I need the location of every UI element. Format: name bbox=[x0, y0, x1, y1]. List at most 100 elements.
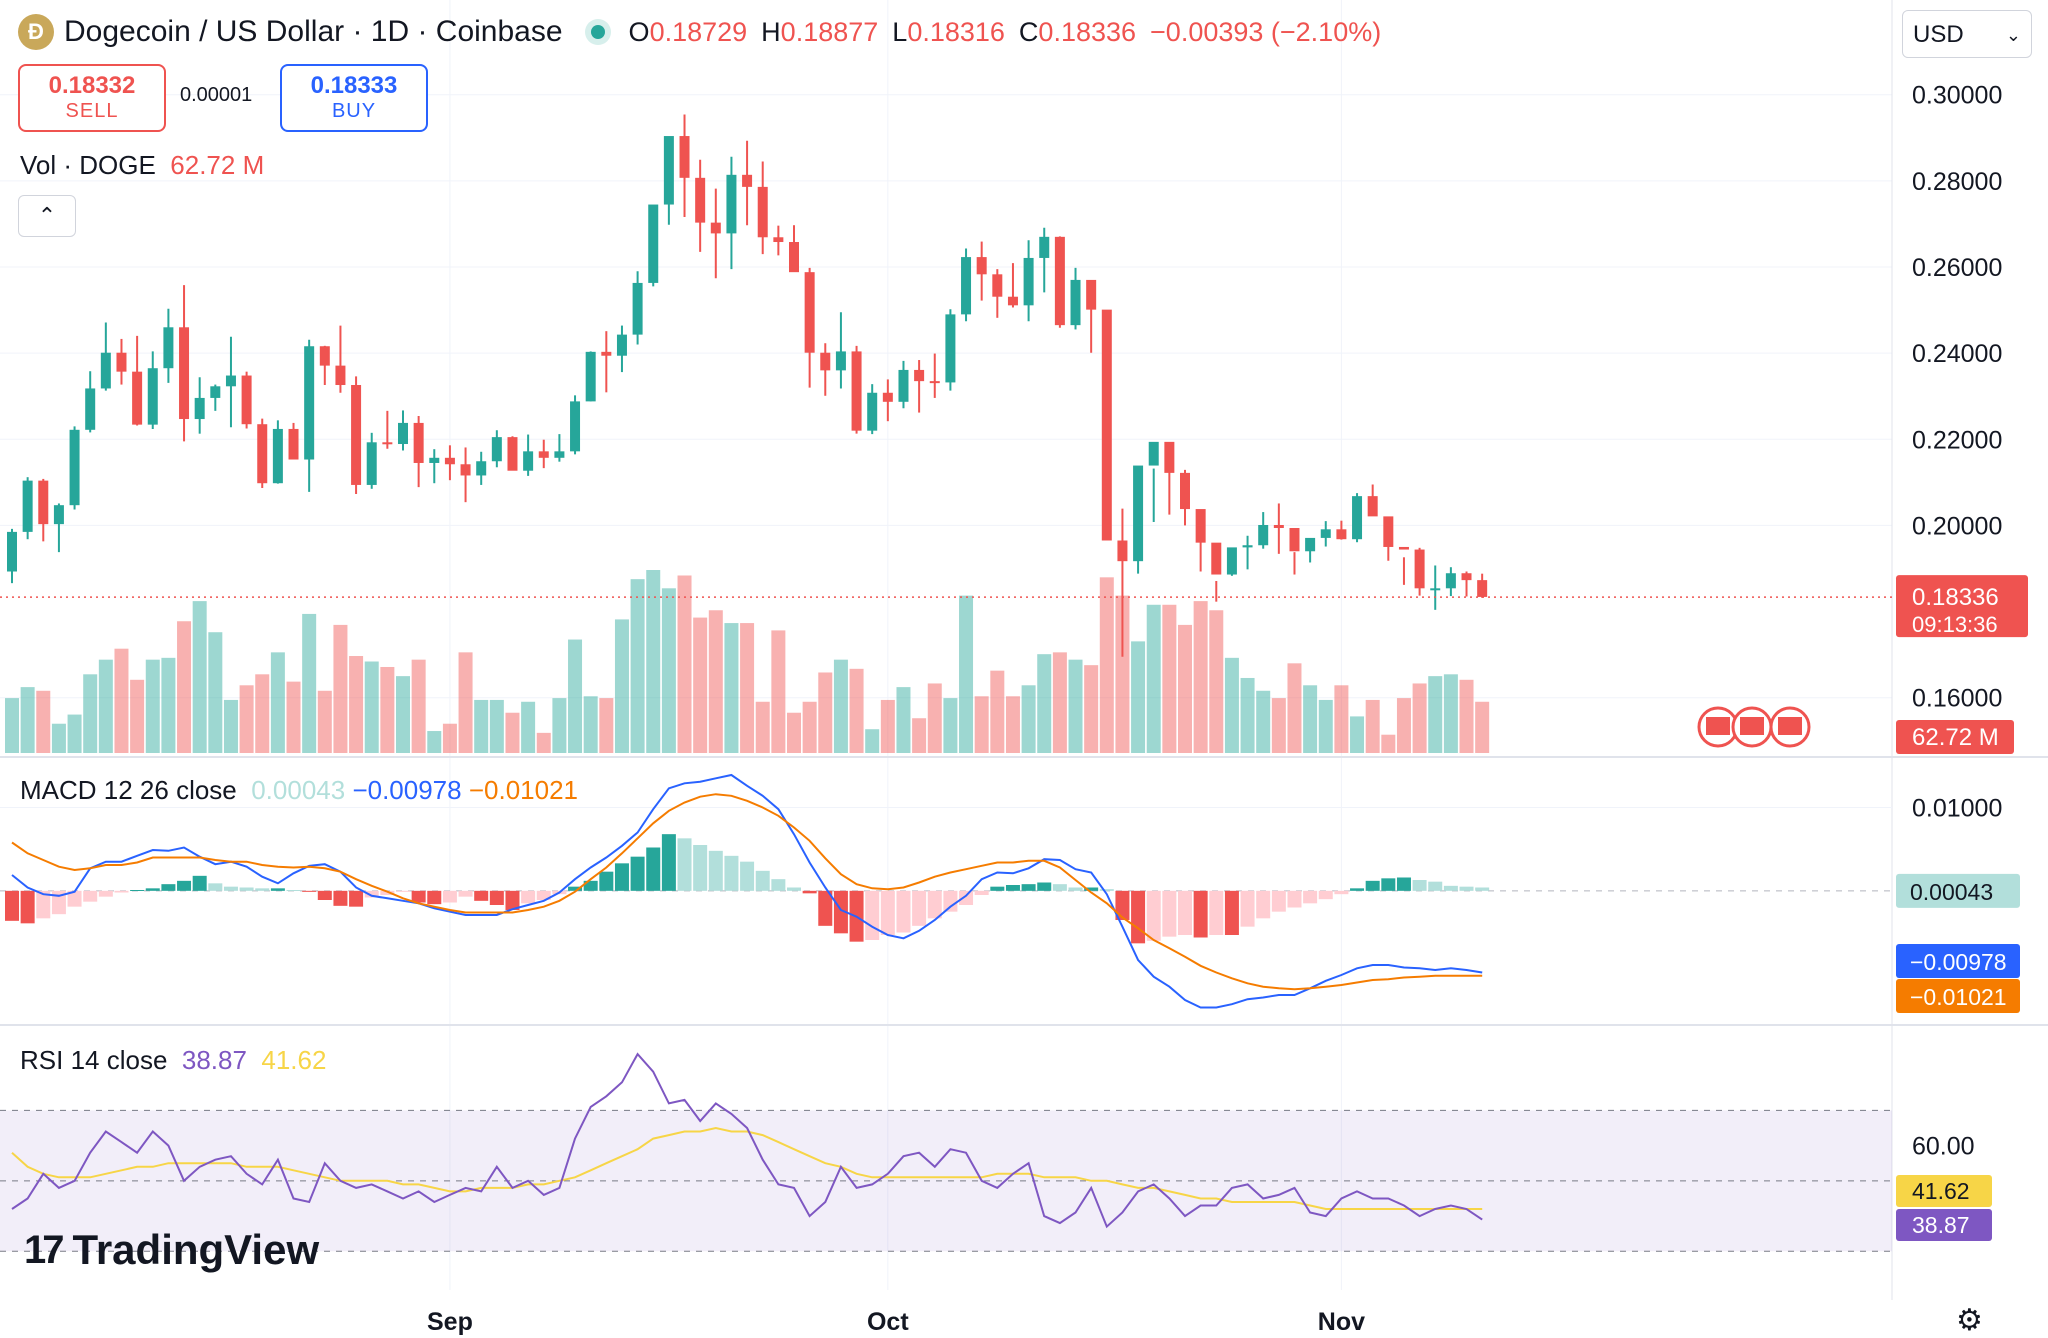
volume-bar bbox=[1459, 679, 1474, 753]
macd-label: MACD 12 26 close bbox=[20, 775, 237, 805]
macd-legend[interactable]: MACD 12 26 close 0.00043 −0.00978 −0.010… bbox=[20, 775, 578, 806]
macd-hist-bar bbox=[1428, 881, 1443, 891]
volume-bar bbox=[380, 666, 395, 753]
volume-bar bbox=[411, 659, 426, 753]
candle-body bbox=[38, 480, 49, 525]
rsi-legend[interactable]: RSI 14 close 38.87 41.62 bbox=[20, 1045, 326, 1076]
volume-bar bbox=[114, 648, 129, 753]
last-price-label: 0.18336 bbox=[1912, 584, 1999, 611]
volume-bar bbox=[802, 701, 817, 753]
macd-hist-bar bbox=[1240, 890, 1255, 927]
volume-bar bbox=[1131, 641, 1146, 753]
volume-bar bbox=[396, 676, 410, 753]
high-value: 0.18877 bbox=[780, 16, 879, 47]
macd-hist-bar bbox=[427, 890, 442, 905]
volume-bar bbox=[677, 575, 692, 753]
volume-bar bbox=[1318, 699, 1333, 753]
macd-value: −0.00978 bbox=[352, 775, 462, 805]
candle-body bbox=[1305, 537, 1316, 552]
price-tick-label: 0.24000 bbox=[1912, 340, 2002, 368]
macd-hist-bar bbox=[896, 890, 911, 933]
macd-hist-bar bbox=[1396, 877, 1411, 891]
volume-bar bbox=[896, 687, 911, 753]
volume-bar bbox=[1256, 690, 1271, 753]
macd-hist-bar bbox=[630, 856, 645, 891]
volume-bar bbox=[536, 732, 551, 753]
candle-body bbox=[1242, 545, 1253, 548]
rsi-value: 38.87 bbox=[181, 1045, 247, 1075]
macd-hist-bar bbox=[1068, 887, 1083, 891]
volume-bar bbox=[20, 687, 35, 753]
volume-bar bbox=[787, 712, 801, 753]
volume-bar bbox=[239, 685, 254, 753]
macd-hist-bar bbox=[1021, 884, 1036, 891]
tradingview-brand[interactable]: 17 TradingView bbox=[24, 1226, 319, 1274]
macd-hist-bar bbox=[1099, 889, 1114, 891]
volume-bar bbox=[349, 656, 364, 753]
symbol-title[interactable]: Dogecoin / US Dollar · 1D · Coinbase bbox=[64, 15, 563, 48]
volume-bar bbox=[489, 699, 504, 753]
macd-value-tag bbox=[1896, 873, 2020, 908]
time-tick-label: Sep bbox=[427, 1308, 473, 1336]
volume-bar bbox=[474, 699, 489, 753]
volume-bar bbox=[943, 698, 958, 753]
gear-icon[interactable]: ⚙ bbox=[1956, 1304, 1983, 1337]
macd-hist-bar bbox=[1131, 890, 1146, 944]
macd-hist-bar bbox=[177, 880, 192, 891]
candle-body bbox=[476, 461, 487, 476]
dogecoin-icon: Ð bbox=[18, 14, 54, 50]
volume-bar bbox=[317, 690, 332, 753]
macd-hist-bar bbox=[959, 890, 974, 905]
macd-hist-bar bbox=[36, 890, 51, 919]
candle-body bbox=[1398, 546, 1409, 550]
volume-label: Vol · DOGE bbox=[20, 150, 156, 180]
volume-bar bbox=[36, 690, 51, 753]
volume-bar bbox=[646, 570, 661, 753]
volume-bar bbox=[1146, 604, 1161, 753]
candle-body bbox=[163, 327, 174, 369]
candle-body bbox=[257, 424, 268, 484]
macd-hist-bar bbox=[364, 890, 379, 898]
volume-tag bbox=[1896, 720, 2014, 754]
candle-body bbox=[179, 327, 190, 420]
macd-hist-bar bbox=[943, 890, 958, 912]
macd-hist-bar bbox=[20, 890, 35, 924]
volume-bar bbox=[740, 623, 755, 753]
volume-bar bbox=[98, 659, 113, 753]
macd-hist-bar bbox=[317, 890, 332, 900]
candle-body bbox=[663, 136, 674, 205]
candle-body bbox=[554, 451, 565, 458]
currency-select[interactable]: USD ⌄ bbox=[1902, 10, 2032, 58]
volume-bar bbox=[1240, 677, 1255, 753]
macd-hist-bar bbox=[818, 890, 833, 926]
price-tick-label: 0.16000 bbox=[1912, 685, 2002, 713]
volume-legend[interactable]: Vol · DOGE 62.72 M bbox=[20, 150, 264, 181]
volume-bar bbox=[708, 610, 723, 753]
candle-body bbox=[648, 204, 659, 283]
candle-body bbox=[710, 222, 721, 234]
volume-bar bbox=[1005, 696, 1020, 753]
candle-body bbox=[319, 346, 330, 366]
sell-button[interactable]: 0.18332 SELL bbox=[18, 64, 166, 132]
collapse-legend-button[interactable]: ⌃ bbox=[18, 195, 76, 237]
macd-hist-bar bbox=[1412, 880, 1427, 891]
candle-body bbox=[1320, 529, 1331, 538]
volume-bar bbox=[818, 672, 833, 753]
candle-body bbox=[491, 437, 502, 462]
currency-value: USD bbox=[1913, 21, 1964, 48]
macd-hist-bar bbox=[974, 890, 989, 895]
volume-bar bbox=[1428, 676, 1443, 753]
candle-body bbox=[867, 392, 878, 431]
macd-hist-bar bbox=[1037, 882, 1052, 891]
volume-bar bbox=[1162, 604, 1177, 753]
buy-button[interactable]: 0.18333 BUY bbox=[280, 64, 428, 132]
macd-hist-bar bbox=[740, 861, 755, 891]
time-tick-label: Oct bbox=[867, 1308, 909, 1336]
candle-body bbox=[804, 272, 815, 353]
macd-hist-bar bbox=[1052, 884, 1067, 891]
macd-hist-bar bbox=[1475, 887, 1490, 891]
macd-hist-bar bbox=[1209, 890, 1224, 935]
volume-bar bbox=[286, 681, 301, 753]
candle-body bbox=[7, 531, 17, 572]
